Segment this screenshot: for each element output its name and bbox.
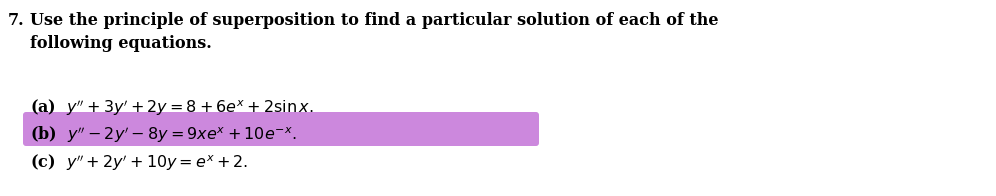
Text: Use the principle of superposition to find a particular solution of each of the: Use the principle of superposition to fi… (30, 12, 718, 29)
Text: 7.: 7. (8, 12, 25, 29)
FancyBboxPatch shape (23, 112, 539, 146)
Text: (a)  $y'' + 3y' + 2y = 8 + 6e^x + 2\sin x.$: (a) $y'' + 3y' + 2y = 8 + 6e^x + 2\sin x… (30, 98, 314, 118)
Text: following equations.: following equations. (30, 35, 212, 52)
Text: (c)  $y'' + 2y' + 10y = e^x + 2.$: (c) $y'' + 2y' + 10y = e^x + 2.$ (30, 153, 248, 173)
Text: (b)  $y'' - 2y' - 8y = 9xe^x + 10e^{-x}.$: (b) $y'' - 2y' - 8y = 9xe^x + 10e^{-x}.$ (30, 125, 297, 145)
